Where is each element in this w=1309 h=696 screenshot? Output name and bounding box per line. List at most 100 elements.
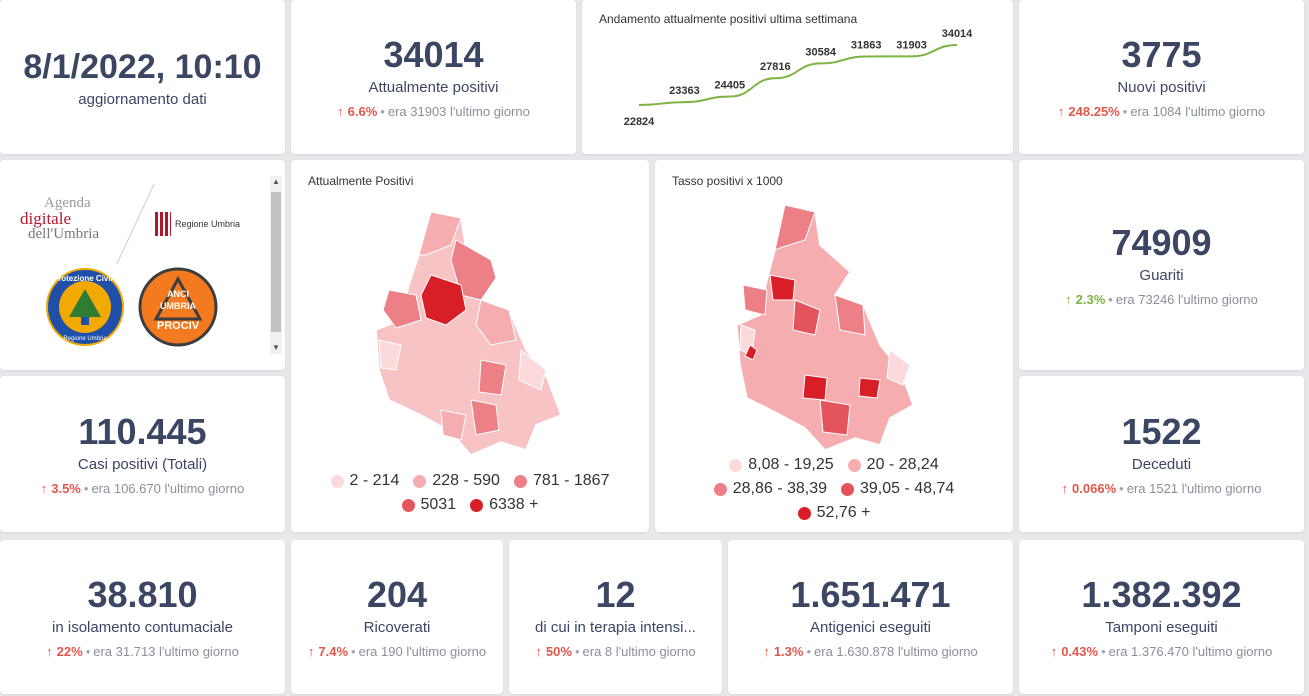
deceduti-card: 1522 Deceduti ↑ 0.066% • era 1521 l'ultimo …: [1019, 376, 1304, 532]
legend-swatch: [401, 498, 415, 512]
attualmente-positivi-value: 34014: [383, 34, 484, 75]
tamponi-value: 1.382.392: [1081, 574, 1242, 615]
ricoverati-label: Ricoverati: [363, 619, 431, 636]
scroll-down-arrow-icon[interactable]: ▼: [272, 343, 280, 352]
scroll-thumb[interactable]: [271, 192, 281, 332]
legend-label: 52,76 +: [816, 504, 871, 521]
legend-item: 20 - 28,24: [847, 456, 939, 474]
legend-swatch: [847, 458, 861, 472]
isolamento-card: 38.810 in isolamento contumaciale ↑ 22% • e…: [0, 540, 285, 694]
nuovi-positivi-value: 3775: [1121, 34, 1202, 75]
regione-umbria-emblem-icon: [155, 212, 171, 236]
legend-item: 8,08 - 19,25: [729, 456, 834, 474]
trend-data-label: 23363: [669, 85, 700, 97]
antigenici-card: 1.651.471 Antigenici eseguiti ↑ 1.3% • era …: [728, 540, 1013, 694]
logo-divider: [116, 183, 155, 265]
logos-scrollbar[interactable]: ▲ ▼: [270, 176, 282, 354]
trend-data-label: 31863: [851, 40, 882, 52]
terapia-value: 12: [595, 574, 636, 615]
legend-item: 39,05 - 48,74: [841, 480, 954, 498]
trend-data-label: 31903: [896, 39, 927, 51]
legend-swatch: [330, 474, 344, 488]
legend-label: 2 - 214: [349, 472, 400, 489]
isolamento-change: ↑ 22% • era 31.713 l'ultimo giorno: [46, 644, 239, 659]
legend-swatch: [841, 482, 854, 496]
legend-item: 2 - 214: [330, 472, 400, 490]
svg-text:PROCIV: PROCIV: [157, 320, 200, 332]
svg-text:Regione Umbria: Regione Umbria: [63, 336, 107, 342]
legend-swatch: [713, 482, 727, 496]
legend-label: 8,08 - 19,25: [748, 456, 834, 473]
trend-data-label: 24405: [715, 80, 746, 92]
attualmente-positivi-label: Attualmente positivi: [368, 79, 499, 96]
map1-legend: 2 - 214 228 - 590 781 - 1867 5031 6338 +: [311, 472, 629, 514]
legend-label: 228 - 590: [432, 472, 500, 489]
arrow-up-icon: ↑: [763, 644, 770, 659]
guariti-value: 74909: [1111, 222, 1212, 263]
trend-data-label: 30584: [805, 46, 836, 58]
svg-text:ANCI: ANCI: [167, 289, 189, 299]
ricoverati-card: 204 Ricoverati ↑ 7.4% • era 190 l'ultimo gi…: [291, 540, 503, 694]
casi-totali-change: ↑ 3.5% • era 106.670 l'ultimo giorno: [40, 481, 245, 496]
legend-swatch: [470, 498, 484, 512]
map-tasso-positivi-card: Tasso positivi x 1000 8,08 - 19,25 20 - 2…: [655, 160, 1013, 532]
agenda-digitale-logo: Agenda digitale dell'Umbria: [20, 195, 100, 242]
deceduti-change: ↑ 0.066% • era 1521 l'ultimo giorno: [1061, 481, 1262, 496]
svg-text:UMBRIA: UMBRIA: [160, 301, 196, 311]
tamponi-change: ↑ 0.43% • era 1.376.470 l'ultimo giorno: [1050, 644, 1273, 659]
scroll-up-arrow-icon[interactable]: ▲: [272, 177, 280, 186]
nuovi-positivi-card: 3775 Nuovi positivi ↑ 248.25% • era 1084 l'…: [1019, 0, 1304, 154]
legend-label: 28,86 - 38,39: [732, 480, 827, 497]
update-card: 8/1/2022, 10:10 aggiornamento dati: [0, 0, 285, 154]
tamponi-label: Tamponi eseguiti: [1105, 619, 1218, 636]
tamponi-card: 1.382.392 Tamponi eseguiti ↑ 0.43% • era 1.…: [1019, 540, 1304, 694]
umbria-map-tasso[interactable]: [655, 200, 1013, 460]
regione-umbria-logo: Regione Umbria: [155, 212, 240, 236]
casi-totali-value: 110.445: [78, 411, 207, 452]
map-attualmente-positivi-card: Attualmente Positivi 2 - 214 228 - 590 781…: [291, 160, 649, 532]
deceduti-value: 1522: [1121, 411, 1202, 452]
arrow-up-icon: ↑: [307, 644, 315, 659]
legend-label: 6338 +: [489, 496, 539, 513]
arrow-up-icon: ↑: [1057, 104, 1065, 119]
legend-label: 39,05 - 48,74: [860, 480, 955, 497]
logos-card: Agenda digitale dell'Umbria Regione Umbr…: [0, 160, 285, 370]
terapia-label: di cui in terapia intensi...: [535, 619, 696, 636]
map1-title: Attualmente Positivi: [308, 174, 414, 188]
map2-legend: 8,08 - 19,25 20 - 28,24 28,86 - 38,39 39,05…: [695, 456, 973, 522]
guariti-label: Guariti: [1139, 267, 1184, 284]
trend-chart-title: Andamento attualmente positivi ultima se…: [599, 12, 858, 26]
map2-title: Tasso positivi x 1000: [672, 174, 783, 188]
legend-label: 781 - 1867: [532, 472, 610, 489]
nuovi-positivi-change: ↑ 248.25% • era 1084 l'ultimo giorno: [1057, 104, 1266, 119]
ricoverati-value: 204: [366, 574, 428, 615]
trend-chart: 22824 23363 24405 27816 30584 31863 31903 34014: [624, 28, 973, 128]
casi-totali-card: 110.445 Casi positivi (Totali) ↑ 3.5% • era…: [0, 376, 285, 532]
antigenici-value: 1.651.471: [790, 574, 951, 615]
legend-item: 6338 +: [470, 496, 538, 514]
legend-item: 781 - 1867: [513, 472, 610, 490]
isolamento-value: 38.810: [87, 574, 198, 615]
ricoverati-change: ↑ 7.4% • era 190 l'ultimo giorno: [307, 644, 487, 659]
isolamento-label: in isolamento contumaciale: [52, 619, 233, 636]
trend-line: [638, 44, 958, 106]
attualmente-positivi-change: ↑ 6.6% • era 31903 l'ultimo giorno: [337, 104, 530, 119]
legend-swatch: [513, 474, 527, 488]
svg-text:Protezione Civile: Protezione Civile: [53, 274, 118, 283]
attualmente-positivi-card: 34014 Attualmente positivi ↑ 6.6% • era 319…: [291, 0, 576, 154]
guariti-card: 74909 Guariti ↑ 2.3% • era 73246 l'ultimo g…: [1019, 160, 1304, 370]
guariti-change: ↑ 2.3% • era 73246 l'ultimo giorno: [1065, 292, 1258, 307]
protezione-civile-logo: Protezione Civile Regione Umbria: [46, 268, 124, 346]
legend-swatch: [797, 506, 811, 520]
nuovi-positivi-label: Nuovi positivi: [1117, 79, 1206, 96]
legend-label: 5031: [420, 496, 457, 513]
trend-chart-card: Andamento attualmente positivi ultima se…: [582, 0, 1013, 154]
terapia-card: 12 di cui in terapia intensi... ↑ 50% • era…: [509, 540, 722, 694]
update-label: aggiornamento dati: [78, 90, 207, 108]
umbria-map-positivi[interactable]: [291, 200, 649, 460]
anci-umbria-prociv-logo: ANCI UMBRIA PROCIV: [138, 267, 218, 347]
legend-item: 228 - 590: [413, 472, 500, 490]
legend-item: 28,86 - 38,39: [713, 480, 827, 498]
arrow-up-icon: ↑: [535, 644, 542, 659]
trend-data-label: 22824: [624, 116, 655, 128]
